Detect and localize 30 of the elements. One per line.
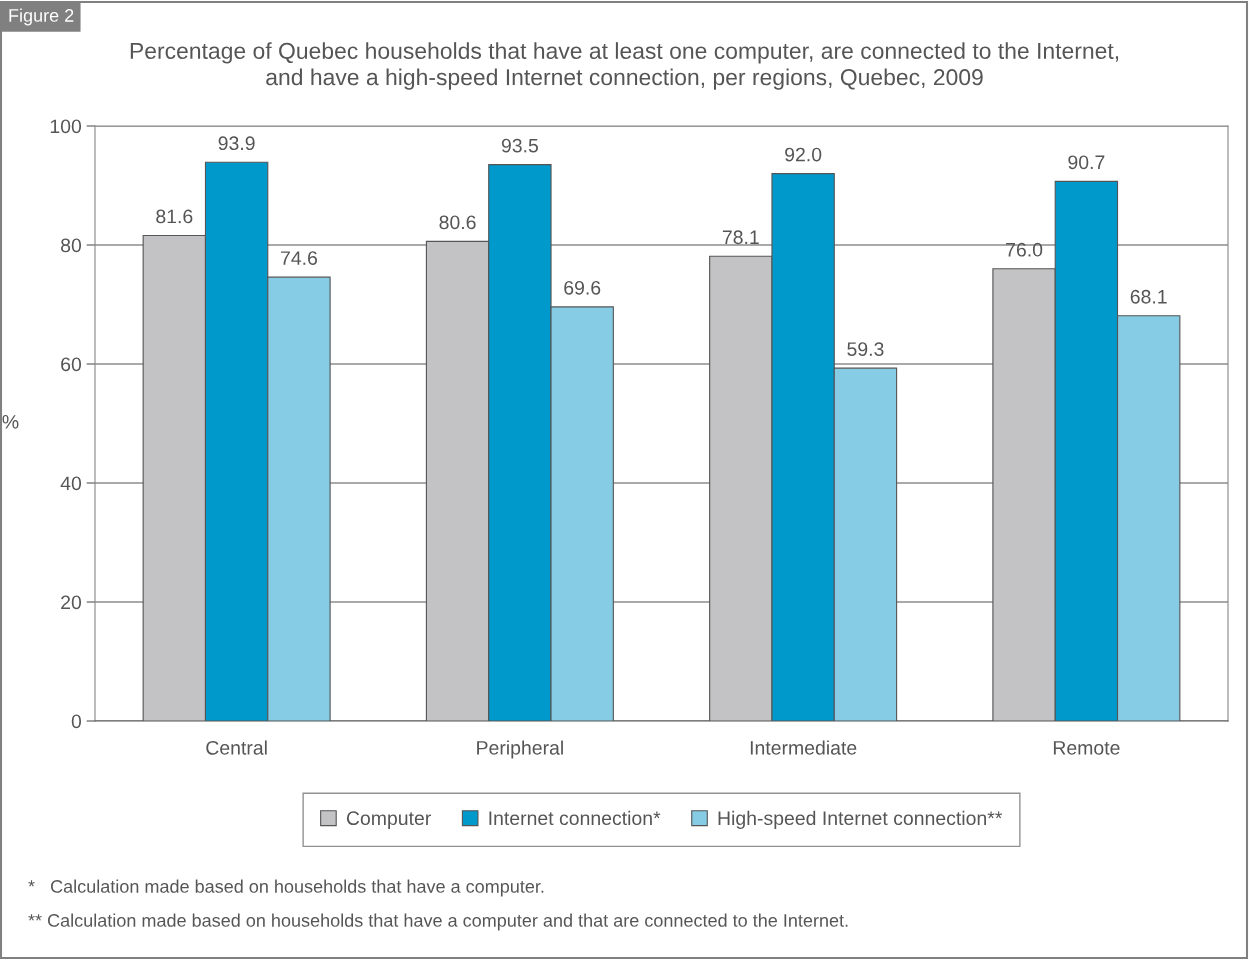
y-tick-label: 0	[71, 714, 82, 729]
chart-title: Percentage of Quebec households that have at least one computer, are connected to the Internet, and have a high-speed Internet connection, per regions, Quebec, 2009	[130, 42, 1119, 90]
data-label: 76.0	[1006, 242, 1043, 257]
x-tick-label: Remote	[1053, 741, 1120, 755]
caption: Figure 2	[9, 8, 74, 26]
y-tick-label: 40	[60, 476, 82, 491]
text: * Calculation made based on households that have a computer.	[28, 879, 544, 897]
data-label: 59.3	[847, 342, 884, 356]
legend-label: Computer	[346, 811, 431, 829]
y-tick-label: 80	[61, 238, 82, 253]
x-tick-label: Intermediate	[750, 740, 857, 755]
data-label: 90.7	[1068, 155, 1105, 170]
data-label: 68.1	[1130, 289, 1167, 304]
x-tick-label: Peripheral	[477, 740, 563, 759]
data-label: 80.6	[439, 215, 476, 230]
data-label: 74.6	[281, 251, 318, 265]
data-label: 81.6	[156, 209, 193, 224]
data-label: 93.9	[218, 136, 255, 151]
y-tick-label: 60	[61, 357, 82, 372]
text: ** Calculation made based on households that have a computer and that are connected to the Internet.	[28, 913, 848, 931]
data-label: 92.0	[785, 147, 822, 162]
y-tick-label: 20	[61, 595, 82, 610]
y-tick-label: 100	[50, 119, 82, 134]
legend-label: High-speed Internet connection**	[718, 810, 1003, 829]
y-axis-title: %	[2, 415, 19, 429]
legend-label: Internet connection*	[489, 810, 661, 826]
x-tick-label: Central	[206, 740, 267, 755]
data-label: 93.5	[501, 138, 538, 153]
data-label: 78.1	[722, 230, 759, 245]
data-label: 69.6	[564, 280, 601, 295]
